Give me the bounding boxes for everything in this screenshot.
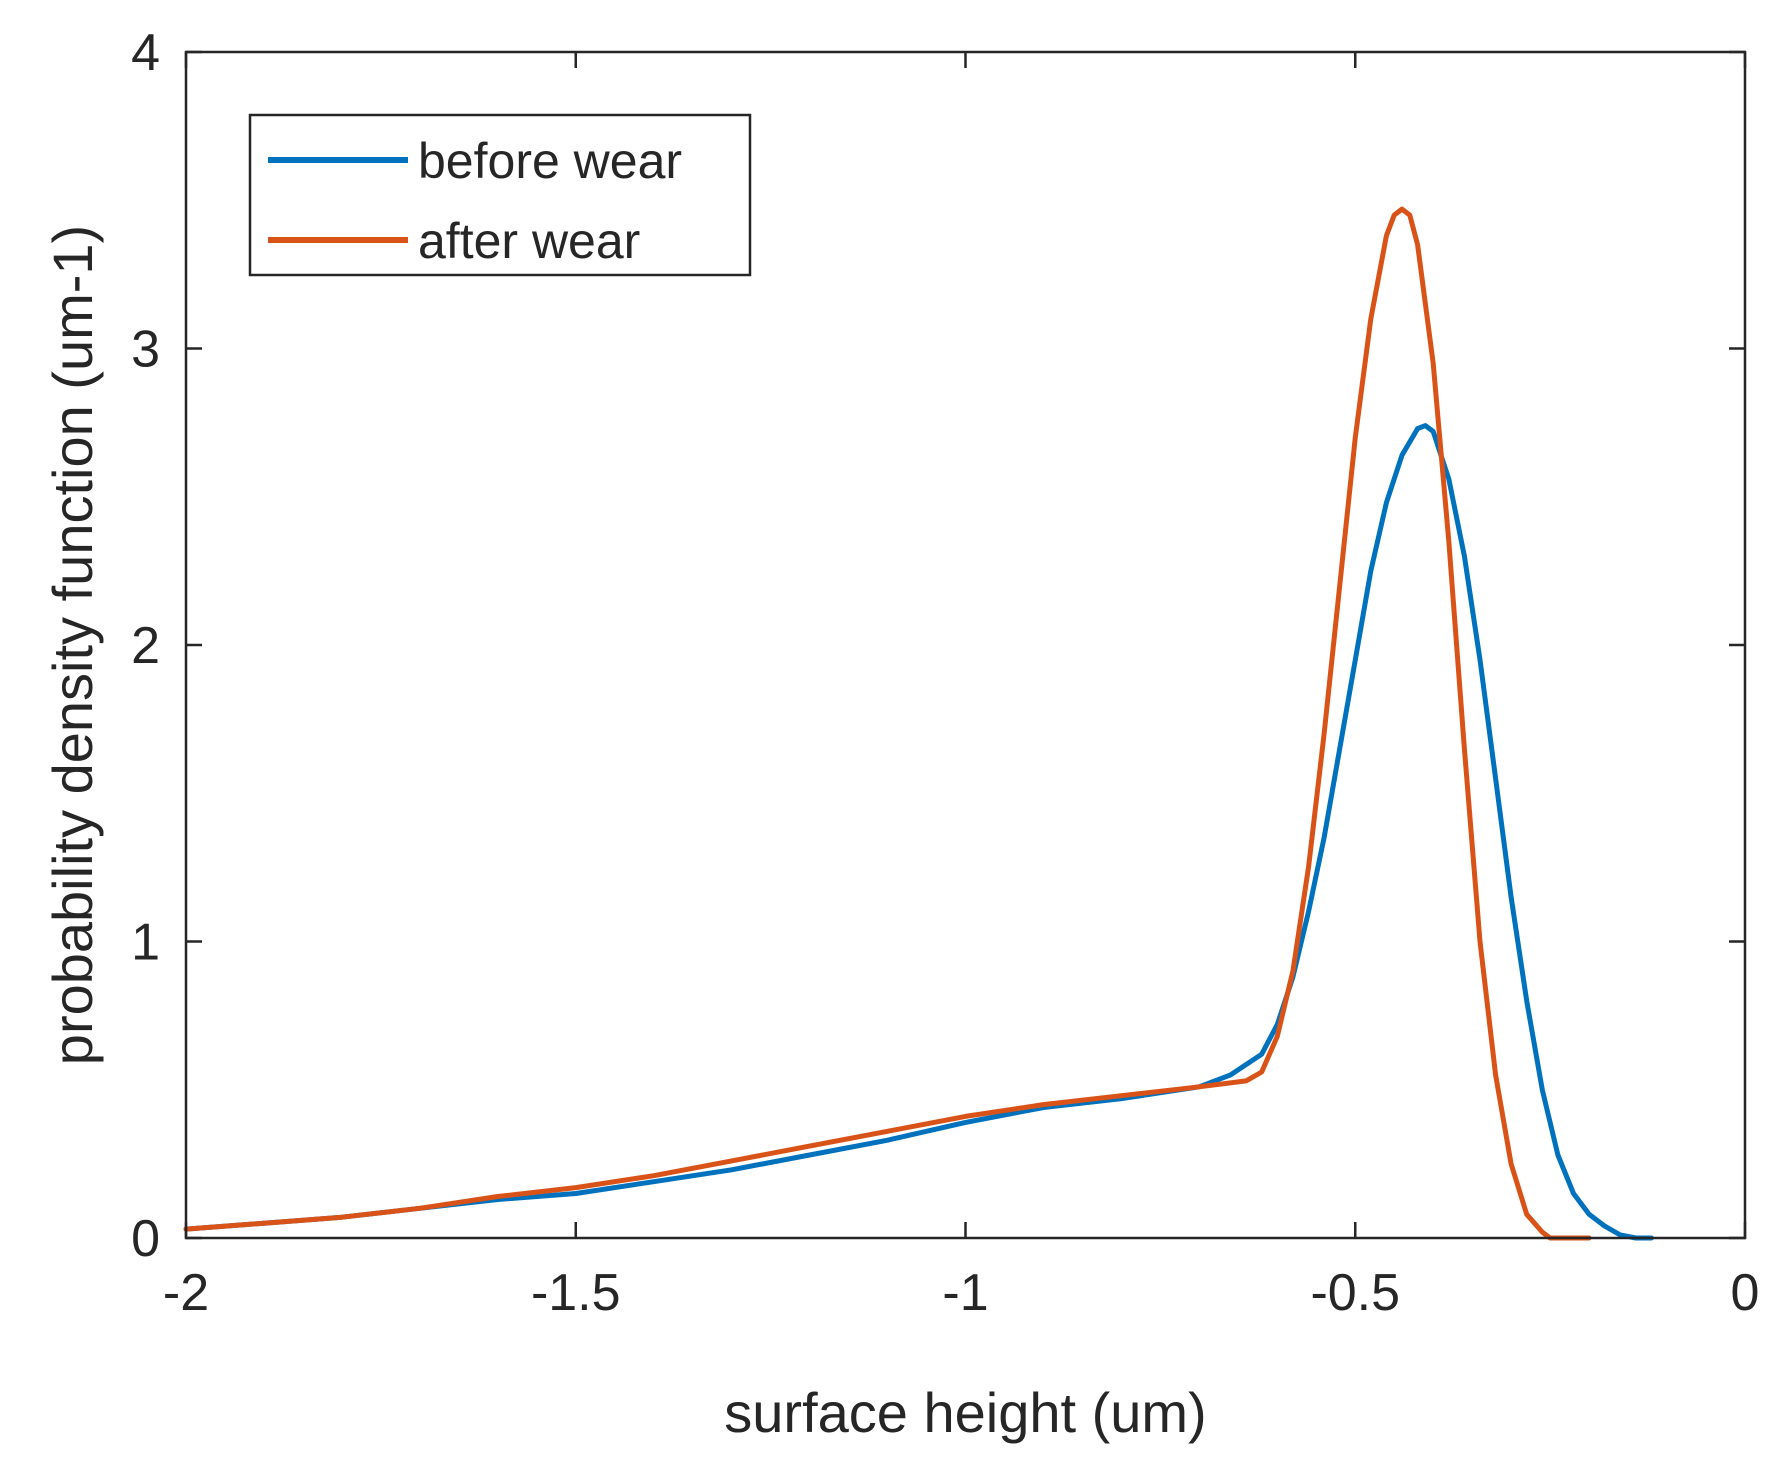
y-tick-label: 1 — [131, 914, 160, 972]
y-axis-label: probability density function (um-1) — [41, 225, 104, 1065]
y-tick-label: 4 — [131, 24, 160, 82]
x-tick-label: -2 — [163, 1264, 209, 1322]
y-tick-label: 3 — [131, 321, 160, 379]
x-axis-label: surface height (um) — [724, 1381, 1206, 1444]
legend-box — [248, 113, 752, 277]
x-tick-label: -1 — [942, 1264, 988, 1322]
legend-label-before-wear: before wear — [418, 133, 682, 189]
y-tick-label: 2 — [131, 617, 160, 675]
x-tick-label: -1.5 — [531, 1264, 621, 1322]
x-tick-label: 0 — [1731, 1264, 1760, 1322]
legend-label-after-wear: after wear — [418, 213, 640, 269]
series-layer — [183, 206, 1654, 1241]
x-tick-label: -0.5 — [1310, 1264, 1400, 1322]
ticks-layer: -2 -1.5 -1 -0.5 0 0 1 2 3 4 — [131, 24, 1759, 1322]
legend: before wear after wear — [248, 113, 752, 277]
series-line-before-wear — [183, 423, 1654, 1241]
series-line-after-wear — [183, 206, 1592, 1241]
y-tick-label: 0 — [131, 1210, 160, 1268]
